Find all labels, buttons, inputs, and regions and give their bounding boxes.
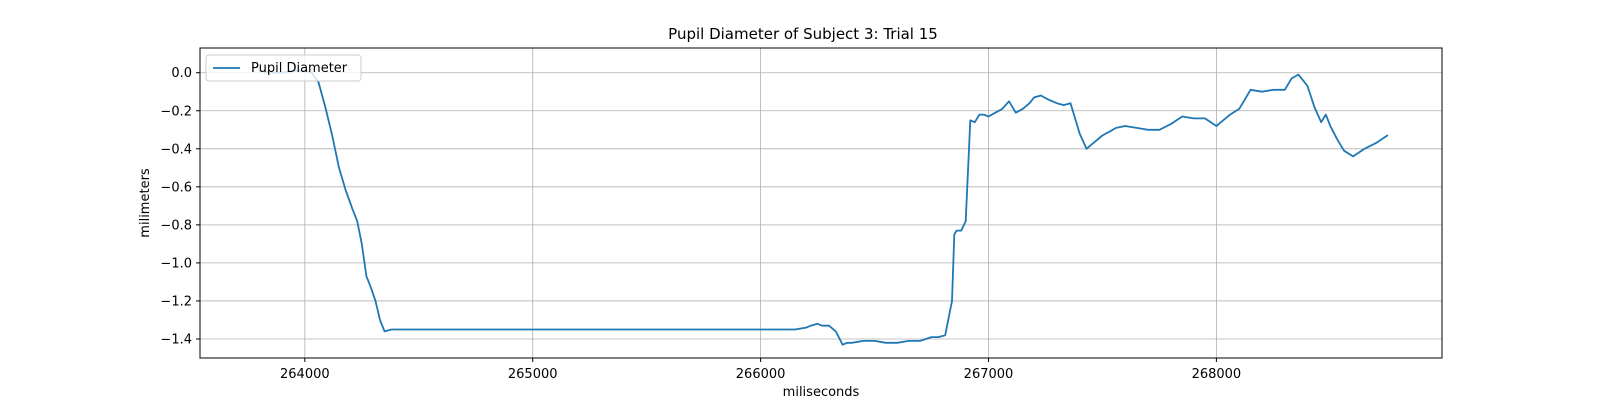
y-ticks: 0.0 −0.2 −0.4 −0.6 −0.8 −1.0 −1.2 −1.4 [160, 66, 200, 347]
chart-title: Pupil Diameter of Subject 3: Trial 15 [668, 25, 938, 43]
y-tick-label: 0.0 [171, 66, 192, 81]
x-ticks: 264000 265000 266000 267000 268000 [280, 358, 1241, 382]
x-tick-label: 266000 [736, 367, 786, 382]
x-axis-label: miliseconds [783, 385, 860, 400]
y-tick-label: −0.2 [160, 104, 192, 119]
legend-box [205, 54, 362, 82]
y-tick-label: −0.8 [160, 218, 192, 233]
x-tick-label: 265000 [508, 367, 558, 382]
legend: Pupil Diameter [205, 54, 362, 82]
legend-label: Pupil Diameter [251, 61, 348, 76]
y-tick-label: −0.4 [160, 142, 192, 157]
x-tick-label: 264000 [280, 367, 330, 382]
y-axis-label: milimeters [138, 168, 153, 238]
y-tick-label: −1.4 [160, 332, 192, 347]
x-tick-label: 267000 [964, 367, 1014, 382]
y-tick-label: −1.2 [160, 294, 192, 309]
axes-frame [199, 47, 1443, 359]
gridlines [200, 48, 1442, 358]
x-tick-label: 268000 [1192, 367, 1242, 382]
plot-area [258, 69, 1389, 346]
y-tick-label: −0.6 [160, 180, 192, 195]
y-tick-label: −1.0 [160, 256, 192, 271]
series-line-pupil-diameter [258, 69, 1389, 346]
